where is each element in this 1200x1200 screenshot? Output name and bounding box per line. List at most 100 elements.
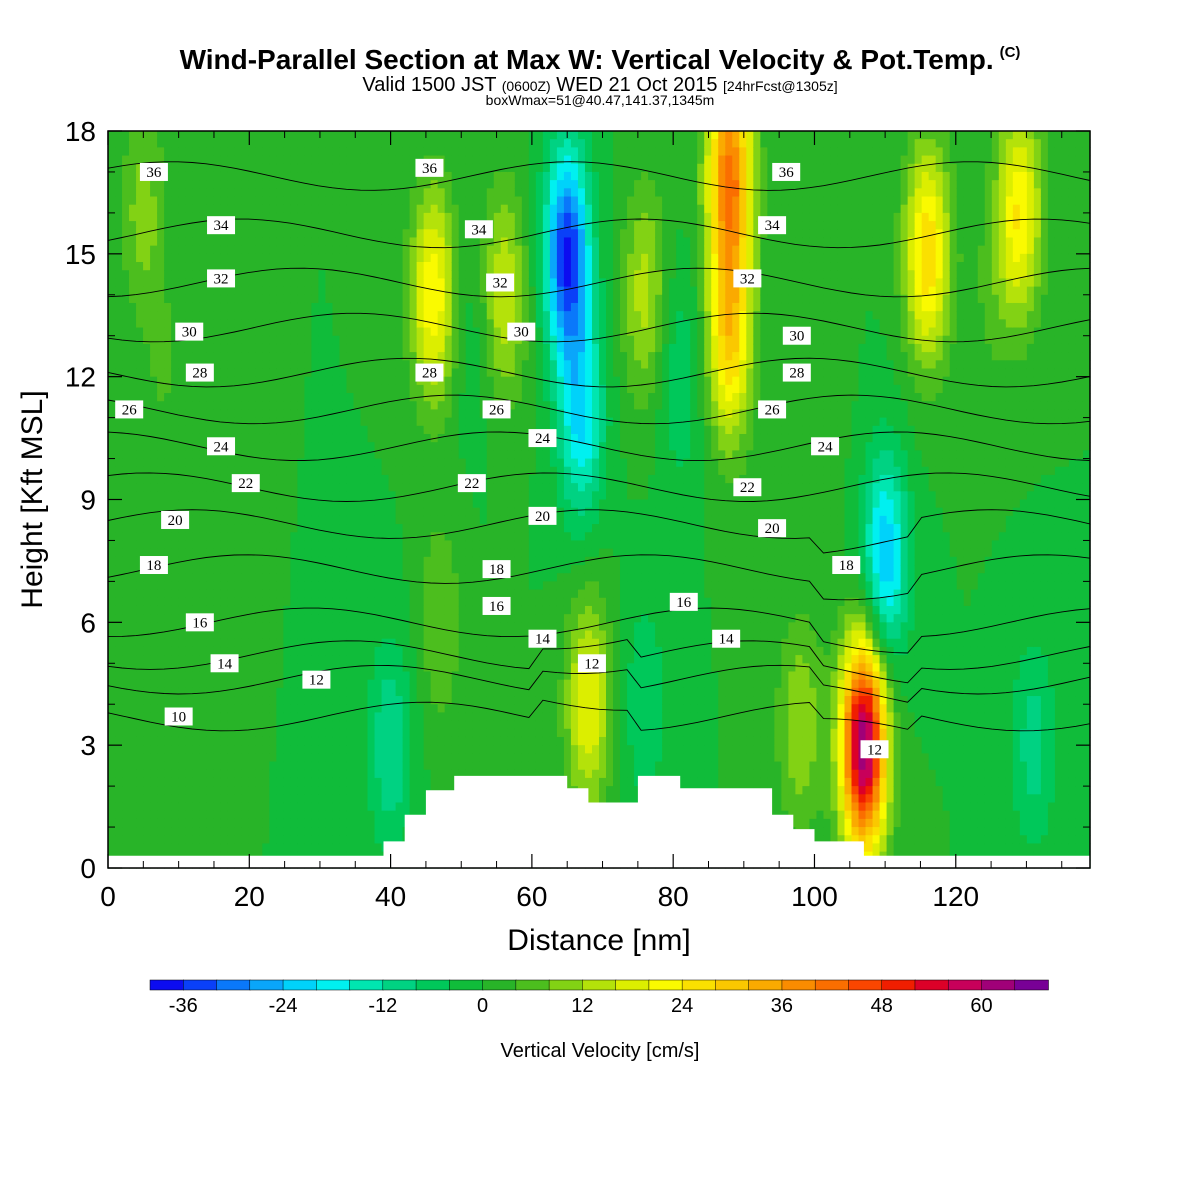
velocity-cell: [157, 736, 165, 746]
velocity-cell: [255, 343, 263, 353]
velocity-cell: [465, 753, 474, 763]
velocity-cell: [108, 286, 116, 296]
velocity-cell: [290, 409, 298, 419]
velocity-cell: [374, 286, 383, 296]
velocity-cell: [444, 728, 453, 738]
velocity-cell: [339, 221, 348, 230]
velocity-cell: [465, 401, 474, 411]
velocity-cell: [171, 450, 179, 460]
velocity-cell: [430, 196, 439, 206]
velocity-cell: [353, 565, 362, 574]
velocity-cell: [115, 646, 123, 656]
velocity-cell: [171, 360, 179, 370]
velocity-cell: [227, 835, 235, 845]
velocity-cell: [171, 319, 179, 329]
velocity-cell: [136, 696, 144, 705]
velocity-cell: [171, 245, 179, 255]
velocity-cell: [472, 360, 481, 370]
velocity-cell: [283, 540, 291, 550]
velocity-cell: [283, 147, 291, 157]
velocity-cell: [332, 466, 341, 476]
velocity-cell: [318, 638, 327, 648]
velocity-cell: [297, 180, 305, 189]
velocity-cell: [465, 286, 474, 296]
velocity-cell: [122, 450, 130, 460]
velocity-cell: [206, 786, 214, 795]
velocity-cell: [444, 704, 453, 714]
velocity-cell: [437, 147, 446, 157]
velocity-cell: [465, 409, 474, 419]
velocity-cell: [122, 581, 130, 591]
velocity-cell: [381, 188, 390, 198]
velocity-cell: [353, 360, 362, 370]
velocity-cell: [206, 237, 214, 247]
velocity-cell: [444, 327, 453, 337]
velocity-cell: [388, 131, 397, 140]
velocity-cell: [150, 286, 158, 296]
velocity-cell: [115, 499, 123, 509]
velocity-cell: [234, 548, 242, 558]
velocity-cell: [486, 614, 495, 623]
velocity-cell: [262, 237, 270, 247]
velocity-cell: [479, 769, 488, 779]
velocity-cell: [437, 188, 446, 198]
velocity-cell: [276, 466, 284, 476]
velocity-cell: [213, 745, 221, 754]
velocity-cell: [108, 532, 116, 542]
velocity-cell: [472, 401, 481, 411]
velocity-cell: [430, 188, 439, 198]
velocity-cell: [360, 769, 369, 779]
velocity-cell: [360, 458, 369, 468]
velocity-cell: [465, 761, 474, 771]
velocity-cell: [283, 286, 291, 296]
velocity-cell: [157, 343, 165, 353]
velocity-cell: [430, 319, 439, 329]
velocity-cell: [171, 630, 179, 640]
velocity-cell: [395, 810, 404, 820]
velocity-cell: [381, 728, 390, 738]
velocity-cell: [325, 548, 334, 558]
velocity-cell: [472, 491, 481, 501]
velocity-cell: [304, 155, 313, 165]
velocity-cell: [325, 245, 334, 255]
velocity-cell: [234, 745, 242, 754]
velocity-cell: [199, 810, 207, 820]
velocity-cell: [451, 745, 460, 754]
velocity-cell: [276, 442, 284, 451]
velocity-cell: [129, 499, 137, 509]
velocity-cell: [381, 687, 390, 697]
velocity-cell: [122, 565, 130, 574]
velocity-cell: [297, 843, 305, 853]
velocity-cell: [262, 761, 270, 771]
velocity-cell: [199, 565, 207, 574]
velocity-cell: [493, 221, 502, 230]
velocity-cell: [129, 237, 137, 247]
velocity-cell: [304, 163, 313, 173]
velocity-cell: [115, 204, 123, 214]
velocity-cell: [409, 442, 418, 451]
velocity-cell: [234, 425, 242, 435]
velocity-cell: [206, 532, 214, 542]
velocity-cell: [171, 696, 179, 705]
velocity-cell: [339, 409, 348, 419]
velocity-cell: [409, 605, 418, 615]
velocity-cell: [122, 368, 130, 378]
velocity-cell: [493, 327, 502, 337]
velocity-cell: [325, 687, 334, 697]
velocity-cell: [402, 401, 411, 411]
velocity-cell: [409, 802, 418, 812]
velocity-cell: [234, 827, 242, 836]
velocity-cell: [423, 491, 432, 501]
velocity-cell: [122, 745, 130, 754]
velocity-cell: [129, 614, 137, 623]
velocity-cell: [269, 393, 277, 402]
velocity-cell: [262, 556, 270, 566]
velocity-cell: [346, 376, 355, 386]
velocity-cell: [220, 466, 228, 476]
velocity-cell: [444, 679, 453, 689]
velocity-cell: [227, 245, 235, 255]
velocity-cell: [164, 417, 172, 427]
velocity-cell: [262, 204, 270, 214]
velocity-cell: [367, 204, 376, 214]
velocity-cell: [122, 294, 130, 304]
